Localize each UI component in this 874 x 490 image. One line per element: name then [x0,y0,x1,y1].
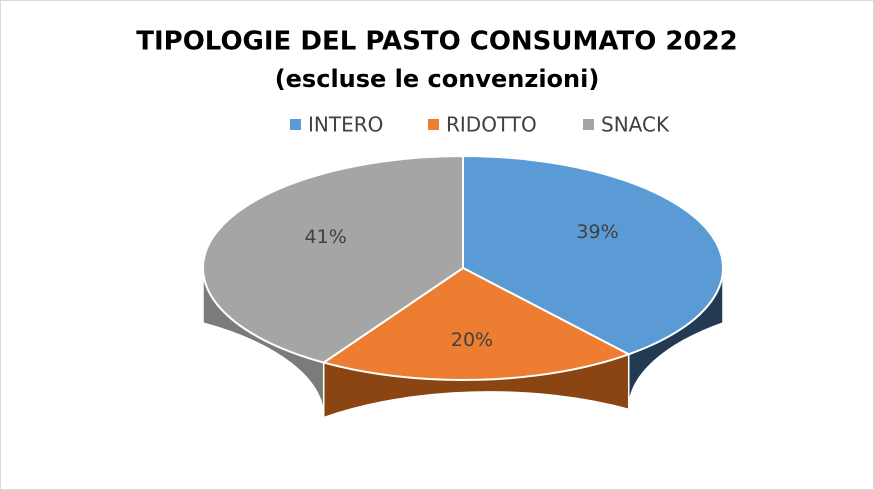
legend-label: RIDOTTO [446,113,537,137]
slice [462,154,724,356]
slice [321,266,632,381]
legend-swatch [583,119,594,130]
legend-label: SNACK [601,113,670,137]
data-label: 20% [451,329,493,351]
data-label: 39% [576,221,618,243]
legend-label: INTERO [308,113,383,137]
legend-swatch [290,119,301,130]
legend-swatch [428,119,439,130]
slice [202,154,464,364]
chart-subtitle: (escluse le convenzioni) [275,65,600,93]
chart-title: TIPOLOGIE DEL PASTO CONSUMATO 2022 [136,27,738,57]
data-label: 41% [305,226,347,248]
